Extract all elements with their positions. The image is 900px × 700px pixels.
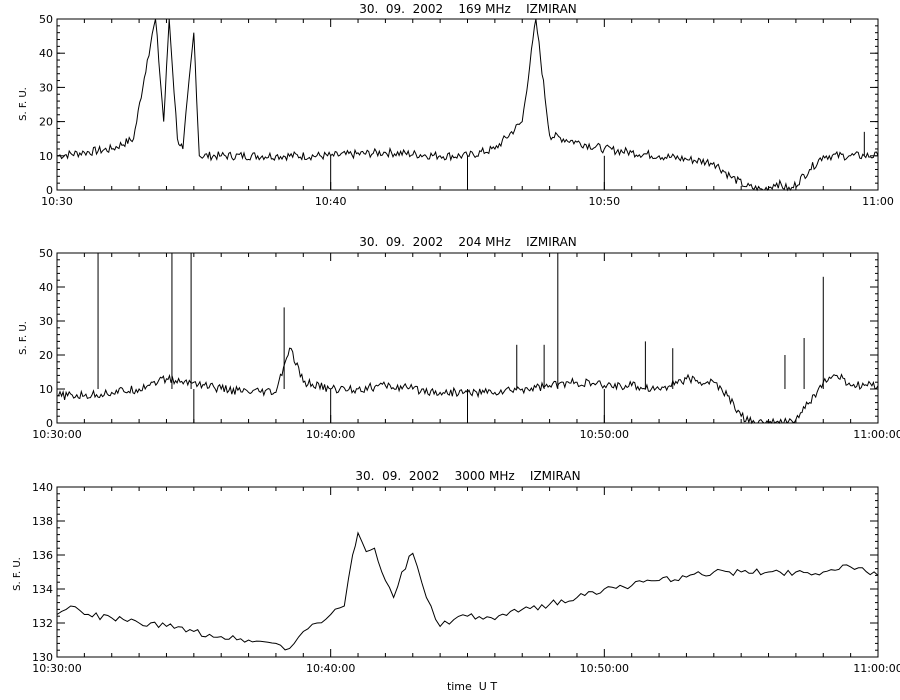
panel-title: 30. 09. 2002 3000 MHz IZMIRAN [355,469,580,483]
panel-3000mhz: 30. 09. 2002 3000 MHz IZMIRAN S. F. U. t… [12,469,900,693]
y-tick-label: 20 [39,349,53,362]
y-tick-label: 136 [32,549,53,562]
panel-204mhz: 30. 09. 2002 204 MHz IZMIRAN S. F. U. 01… [18,235,900,441]
y-tick-label: 0 [46,184,53,197]
x-tick-label: 10:50 [588,195,620,208]
x-tick-label: 11:00:00 [853,662,900,675]
y-tick-label: 138 [32,515,53,528]
y-axis-label: S. F. U. [18,321,29,355]
y-tick-label: 140 [32,481,53,494]
y-tick-label: 40 [39,281,53,294]
y-axis-label: S. F. U. [18,87,29,121]
x-tick-label: 10:40:00 [306,662,355,675]
plot-area: 130 132 134 136 138 140 10:30:00 10:40:00 10:50:… [32,481,900,675]
y-tick-label: 30 [39,81,53,94]
y-tick-label: 134 [32,583,53,596]
panel-169mhz: 30. 09. 2002 169 MHz IZMIRAN S. F. U. 01… [18,2,894,208]
y-tick-label: 30 [39,315,53,328]
y-tick-label: 50 [39,13,53,26]
x-tick-label: 10:30 [41,195,73,208]
y-tick-label: 130 [32,651,53,664]
y-axis-label: S. F. U. [12,557,23,591]
x-axis-label: time U T [447,680,497,693]
x-tick-label: 10:30:00 [32,428,81,441]
x-tick-label: 11:00 [862,195,894,208]
x-tick-label: 10:30:00 [32,662,81,675]
y-tick-label: 0 [46,417,53,430]
plot-area: 0 10 20 30 40 50 10:30:00 10:40:00 10:50:00 11:00… [32,247,900,441]
plot-area: 0 10 20 30 40 50 10:30 10:40 10:50 11:00 [39,13,894,208]
y-tick-label: 20 [39,116,53,129]
y-tick-label: 50 [39,247,53,260]
panel-title: 30. 09. 2002 169 MHz IZMIRAN [359,2,577,16]
x-tick-label: 10:50:00 [580,428,629,441]
y-tick-label: 40 [39,47,53,60]
y-tick-label: 10 [39,150,53,163]
x-tick-label: 11:00:00 [853,428,900,441]
series-line [56,531,879,651]
x-tick-label: 10:40 [315,195,347,208]
panel-title: 30. 09. 2002 204 MHz IZMIRAN [359,235,577,249]
x-tick-label: 10:50:00 [580,662,629,675]
y-tick-label: 132 [32,617,53,630]
x-tick-label: 10:40:00 [306,428,355,441]
y-tick-label: 10 [39,383,53,396]
